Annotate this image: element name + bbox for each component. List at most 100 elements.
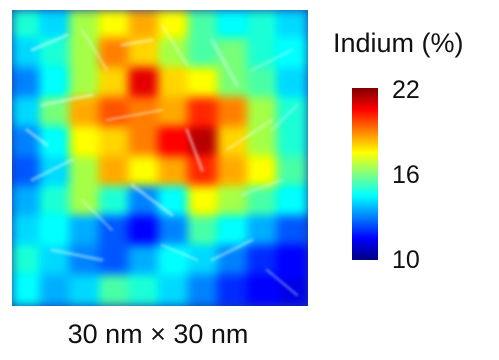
heatmap-cell-r8-c3 (98, 244, 133, 279)
heatmap-cell-r4-c5 (158, 126, 192, 160)
bright-streak (185, 128, 204, 172)
heatmap-cell-r6-c3 (98, 185, 133, 220)
heatmap-cell-r3-c6 (187, 96, 222, 131)
bright-streak (50, 248, 104, 262)
heatmap-cell-r1-c5 (158, 37, 192, 72)
heatmap-cell-r6-c2 (69, 185, 103, 220)
heatmap-cell-r0-c6 (187, 10, 222, 42)
heatmap-cell-r5-c9 (276, 156, 308, 190)
bright-streak (81, 29, 108, 71)
heatmap-cell-r5-c4 (128, 156, 162, 190)
heatmap-cell-r7-c1 (39, 215, 74, 249)
colorbar-tick-max: 22 (392, 76, 420, 104)
heatmap-cell-r3-c5 (158, 96, 192, 131)
bright-streak (210, 38, 239, 87)
heatmap-cell-r2-c3 (98, 67, 133, 101)
heatmap-cell-r7-c8 (246, 215, 281, 249)
bright-streak (226, 119, 273, 151)
heatmap-cell-r6-c6 (187, 185, 222, 220)
colorbar-tick-mid: 16 (392, 161, 420, 189)
bright-streak (25, 128, 49, 147)
heatmap-cell-r7-c3 (98, 215, 133, 249)
bright-streak (81, 199, 113, 231)
heatmap-cell-r8-c0 (12, 244, 44, 279)
bright-streak (161, 244, 198, 261)
scale-label: 30 nm × 30 nm (67, 319, 249, 349)
heatmap-cell-r3-c2 (69, 96, 103, 131)
heatmap-cell-r2-c9 (276, 67, 308, 101)
bright-streak (106, 109, 163, 121)
colorbar-tick-min: 10 (392, 246, 420, 274)
heatmap-cell-r6-c7 (217, 185, 251, 220)
heatmap-cell-r5-c8 (246, 156, 281, 190)
bright-streak (30, 158, 74, 182)
heatmap-cell-r0-c4 (128, 10, 162, 42)
heatmap-cell-r0-c0 (12, 10, 44, 42)
heatmap-cell-r4-c4 (128, 126, 162, 160)
heatmap-cells (12, 10, 308, 306)
heatmap-cell-r5-c0 (12, 156, 44, 190)
heatmap-cell-r3-c0 (12, 96, 44, 131)
bright-streak (241, 179, 283, 196)
heatmap-cell-r4-c7 (217, 126, 251, 160)
bright-streak (251, 49, 293, 71)
heatmap-cell-r1-c8 (246, 37, 281, 72)
heatmap-cell-r7-c0 (12, 215, 44, 249)
heatmap-cell-r1-c6 (187, 37, 222, 72)
heatmap-cell-r8-c9 (276, 244, 308, 279)
heatmap-bright-streaks (25, 24, 298, 296)
heatmap-cell-r8-c4 (128, 244, 162, 279)
bright-streak (40, 93, 94, 107)
heatmap-cell-r7-c6 (187, 215, 222, 249)
heatmap-cell-r6-c5 (158, 185, 192, 220)
bright-streak (266, 269, 298, 296)
heatmap-cell-r2-c1 (39, 67, 74, 101)
heatmap-cell-r2-c8 (246, 67, 281, 101)
bright-streak (30, 33, 69, 52)
heatmap-cell-r2-c7 (217, 67, 251, 101)
heatmap-cell-r9-c2 (69, 274, 103, 306)
heatmap-cell-r2-c0 (12, 67, 44, 101)
heatmap-cell-r6-c0 (12, 185, 44, 220)
heatmap-cell-r8-c6 (187, 244, 222, 279)
heatmap-cell-r0-c9 (276, 10, 308, 42)
heatmap-cell-r5-c2 (69, 156, 103, 190)
heatmap-cell-r7-c5 (158, 215, 192, 249)
heatmap-cell-r7-c9 (276, 215, 308, 249)
heatmap-cell-r8-c2 (69, 244, 103, 279)
indium-heatmap (12, 10, 308, 306)
bright-streak (120, 38, 154, 47)
heatmap-cell-r5-c6 (187, 156, 222, 190)
heatmap-cell-r6-c1 (39, 185, 74, 220)
heatmap-cell-r9-c1 (39, 274, 74, 306)
bright-streak (130, 183, 174, 217)
heatmap-cell-r9-c3 (98, 274, 133, 306)
heatmap-cell-r3-c3 (98, 96, 133, 131)
heatmap-cell-r9-c5 (158, 274, 192, 306)
heatmap-cell-r9-c8 (246, 274, 281, 306)
heatmap-cell-r4-c3 (98, 126, 133, 160)
bright-streak (161, 24, 188, 66)
heatmap-cell-r5-c3 (98, 156, 133, 190)
heatmap-cell-r0-c7 (217, 10, 251, 42)
heatmap-cell-r1-c0 (12, 37, 44, 72)
heatmap-cell-r1-c7 (217, 37, 251, 72)
heatmap-cell-r0-c3 (98, 10, 133, 42)
heatmap-cell-r2-c5 (158, 67, 192, 101)
colorbar-title: Indium (%) (333, 28, 464, 58)
heatmap-cell-r3-c9 (276, 96, 308, 131)
heatmap-cell-r5-c7 (217, 156, 251, 190)
heatmap-cell-r9-c4 (128, 274, 162, 306)
heatmap-cell-r3-c7 (217, 96, 251, 131)
heatmap-cell-r4-c2 (69, 126, 103, 160)
bright-streak (271, 104, 298, 131)
heatmap-cell-r9-c6 (187, 274, 222, 306)
colorbar (352, 88, 378, 260)
heatmap-cell-r7-c4 (128, 215, 162, 249)
heatmap-cell-r9-c7 (217, 274, 251, 306)
heatmap-cell-r0-c8 (246, 10, 281, 42)
heatmap-cell-r4-c9 (276, 126, 308, 160)
bright-streak (210, 238, 254, 262)
heatmap-cell-r7-c2 (69, 215, 103, 249)
